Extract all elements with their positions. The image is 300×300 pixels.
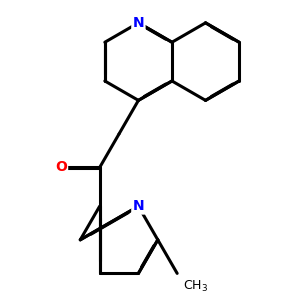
Text: N: N xyxy=(133,16,144,30)
Text: CH$_3$: CH$_3$ xyxy=(183,279,208,294)
Text: N: N xyxy=(133,199,144,213)
Text: O: O xyxy=(55,160,67,175)
